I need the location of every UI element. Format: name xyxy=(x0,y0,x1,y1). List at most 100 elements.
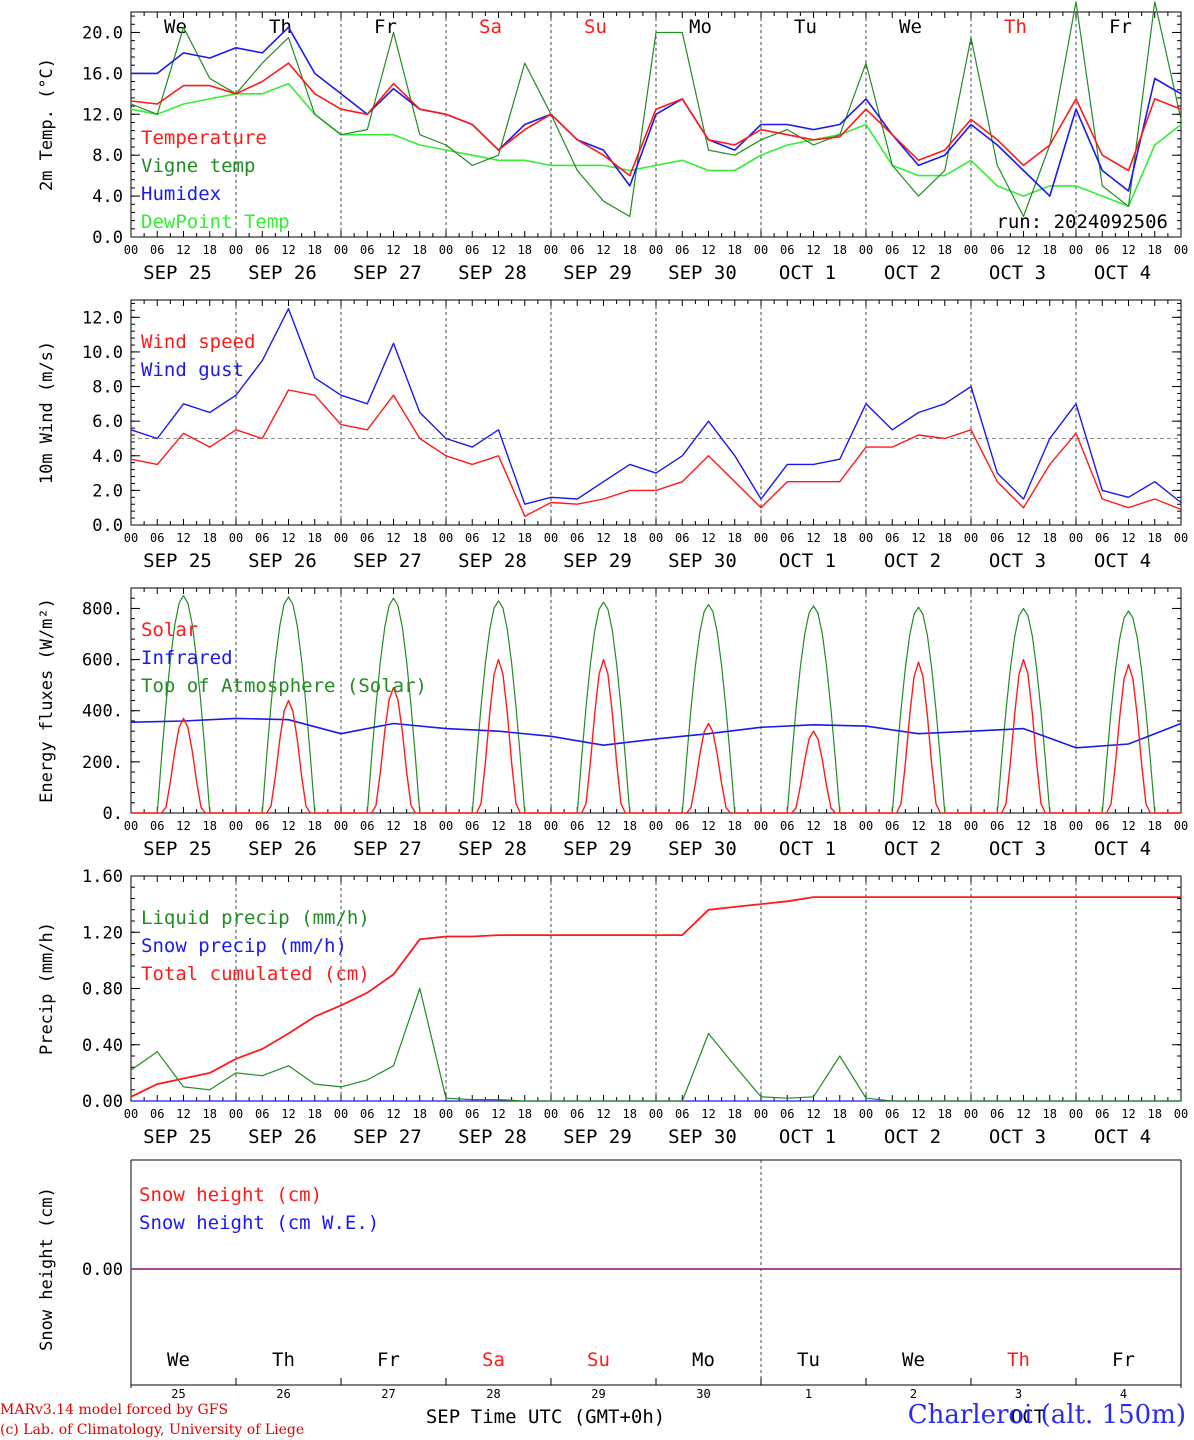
hour-tick-label: 12 xyxy=(596,531,610,545)
hour-tick-label: 06 xyxy=(780,1107,794,1121)
y-tick-label: 600. xyxy=(82,651,123,671)
date-label: OCT 3 xyxy=(989,838,1046,860)
hour-tick-label: 00 xyxy=(334,531,348,545)
panel-frame xyxy=(130,299,1182,526)
hour-tick-label: 12 xyxy=(281,819,295,833)
series-vigne-temp xyxy=(130,1,1182,218)
hour-tick-label: 18 xyxy=(728,531,742,545)
day-number-label: 3 xyxy=(1015,1387,1022,1401)
date-label: OCT 1 xyxy=(779,262,836,284)
hour-tick-label: 18 xyxy=(938,531,952,545)
hour-tick-label: 18 xyxy=(413,819,427,833)
date-label: OCT 1 xyxy=(779,838,836,860)
day-number-label: 25 xyxy=(171,1387,185,1401)
hour-tick-label: 18 xyxy=(413,531,427,545)
weekday-label: Th xyxy=(1007,1349,1030,1371)
hour-tick-label: 00 xyxy=(754,819,768,833)
legend-entry: Liquid precip (mm/h) xyxy=(141,907,370,929)
hour-tick-label: 06 xyxy=(675,243,689,257)
hour-tick-label: 12 xyxy=(1121,243,1135,257)
day-number-label: 30 xyxy=(696,1387,710,1401)
date-label: SEP 29 xyxy=(563,1126,632,1148)
hour-tick-label: 18 xyxy=(833,531,847,545)
hour-tick-label: 06 xyxy=(255,819,269,833)
legend-entry: DewPoint Temp xyxy=(141,211,290,233)
series-infrared xyxy=(130,717,1182,749)
hour-tick-label: 18 xyxy=(203,531,217,545)
hour-tick-label: 00 xyxy=(544,819,558,833)
precip-panel: 00 06 12 18 00 06 12 18 00 06 12 18 00 06 12 18 00 06 12 18… xyxy=(37,867,1188,1148)
hour-tick-label: 18 xyxy=(308,819,322,833)
date-label: OCT 3 xyxy=(989,550,1046,572)
y-tick-label: 1.60 xyxy=(82,867,123,887)
y-tick-label: 8.0 xyxy=(92,378,123,398)
hour-tick-label: 12 xyxy=(176,243,190,257)
hour-tick-label: 18 xyxy=(938,819,952,833)
hour-tick-label: 18 xyxy=(623,1107,637,1121)
hour-tick-label: 12 xyxy=(491,531,505,545)
series-total-cumulated-cm- xyxy=(130,896,1181,1098)
hour-tick-label: 18 xyxy=(203,1107,217,1121)
hour-tick-label: 18 xyxy=(623,819,637,833)
date-label: SEP 29 xyxy=(563,838,632,860)
hour-tick-label: 12 xyxy=(701,243,715,257)
legend-entry: Solar xyxy=(141,619,198,641)
hour-tick-label: 00 xyxy=(124,243,138,257)
weekday-label: Mo xyxy=(692,1349,715,1371)
hour-tick-label: 00 xyxy=(334,1107,348,1121)
date-label: SEP 28 xyxy=(458,550,527,572)
hour-tick-label: 00 xyxy=(124,819,138,833)
y-tick-label: 1.20 xyxy=(82,923,123,943)
hour-tick-label: 18 xyxy=(1043,1107,1057,1121)
hour-tick-label: 12 xyxy=(176,819,190,833)
hour-tick-label: 00 xyxy=(754,1107,768,1121)
hour-tick-label: 12 xyxy=(386,243,400,257)
hour-tick-label: 06 xyxy=(465,819,479,833)
hour-tick-label: 12 xyxy=(1121,819,1135,833)
hour-tick-label: 18 xyxy=(1043,531,1057,545)
y-axis-label: 10m Wind (m/s) xyxy=(37,341,57,484)
date-label: OCT 2 xyxy=(884,262,941,284)
hour-tick-label: 00 xyxy=(439,531,453,545)
hour-tick-label: 12 xyxy=(806,531,820,545)
hour-tick-label: 18 xyxy=(308,243,322,257)
y-tick-label: 16.0 xyxy=(82,64,123,84)
hour-tick-label: 06 xyxy=(570,531,584,545)
date-label: SEP 27 xyxy=(353,262,422,284)
y-tick-label: 12.0 xyxy=(82,105,123,125)
y-axis-label: Snow height (cm) xyxy=(37,1187,57,1351)
hour-tick-label: 12 xyxy=(911,243,925,257)
weekday-label: We xyxy=(167,1349,190,1371)
day-number-label: 28 xyxy=(486,1387,500,1401)
month-label-oct: OCT xyxy=(1011,1406,1045,1428)
y-tick-label: 800. xyxy=(82,599,123,619)
hour-tick-label: 06 xyxy=(990,1107,1004,1121)
hour-tick-label: 00 xyxy=(964,819,978,833)
hour-tick-label: 00 xyxy=(124,1107,138,1121)
station-label: Charleroi (alt. 150m) xyxy=(907,1400,1186,1430)
y-tick-label: 400. xyxy=(82,702,123,722)
hour-tick-label: 18 xyxy=(728,819,742,833)
y-tick-label: 2.0 xyxy=(92,481,123,501)
hour-tick-label: 00 xyxy=(1069,243,1083,257)
date-label: OCT 4 xyxy=(1094,550,1151,572)
day-number-label: 26 xyxy=(276,1387,290,1401)
hour-tick-label: 06 xyxy=(990,819,1004,833)
hour-tick-label: 06 xyxy=(360,1107,374,1121)
run-label: run: 2024092506 xyxy=(996,211,1168,233)
series-dewpoint-temp xyxy=(130,82,1182,208)
hour-tick-label: 06 xyxy=(570,1107,584,1121)
hour-tick-label: 18 xyxy=(518,819,532,833)
hour-tick-label: 18 xyxy=(413,243,427,257)
hour-tick-label: 06 xyxy=(1095,1107,1109,1121)
hour-tick-label: 12 xyxy=(1016,243,1030,257)
date-label: SEP 26 xyxy=(248,1126,317,1148)
hour-tick-label: 12 xyxy=(1016,1107,1030,1121)
hour-tick-label: 00 xyxy=(859,1107,873,1121)
hour-tick-label: 18 xyxy=(1148,531,1162,545)
legend-entry: Total cumulated (cm) xyxy=(141,963,370,985)
weekday-label: Tu xyxy=(794,16,817,38)
date-label: SEP 29 xyxy=(563,262,632,284)
hour-tick-label: 06 xyxy=(150,1107,164,1121)
hour-tick-label: 18 xyxy=(203,819,217,833)
